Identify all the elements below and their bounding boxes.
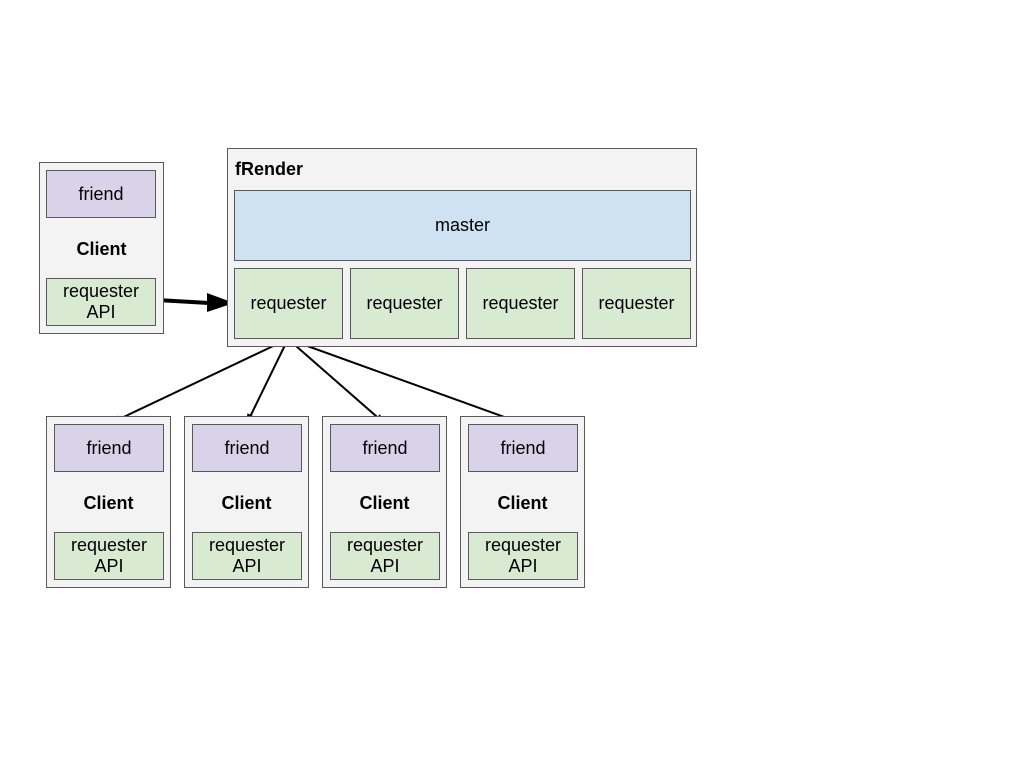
client-label: Client (76, 239, 127, 259)
source-client: friend Client requester API (39, 162, 164, 334)
client-label: Client (83, 493, 134, 513)
requester-box-1: requester (234, 268, 343, 339)
client-label: Client (497, 493, 548, 513)
target-client-4: friend Client requester API (460, 416, 585, 588)
requester-box-3: requester (466, 268, 575, 339)
api-to-requester-arrowhead (207, 293, 234, 312)
requester-to-client-1-arrow (110, 338, 289, 424)
requester-api-box: requester API (192, 532, 302, 580)
friend-box: friend (330, 424, 440, 472)
frender-container: fRender master requester requester reque… (227, 148, 697, 347)
target-client-2: friend Client requester API (184, 416, 309, 588)
target-client-3: friend Client requester API (322, 416, 447, 588)
requester-api-box: requester API (468, 532, 578, 580)
requester-api-box: requester API (54, 532, 164, 580)
requester-to-client-2-arrow (246, 338, 289, 424)
api-to-requester-arrow (156, 298, 210, 305)
target-client-1: friend Client requester API (46, 416, 171, 588)
master-box: master (234, 190, 691, 261)
requester-to-client-3-arrow (287, 338, 385, 424)
requester-box-2: requester (350, 268, 459, 339)
friend-box: friend (46, 170, 156, 218)
requester-box-4: requester (582, 268, 691, 339)
friend-box: friend (192, 424, 302, 472)
requester-api-box: requester API (46, 278, 156, 326)
requester-to-client-4-arrow (287, 338, 522, 424)
requester-api-box: requester API (330, 532, 440, 580)
friend-box: friend (468, 424, 578, 472)
client-label: Client (359, 493, 410, 513)
frender-title: fRender (235, 159, 304, 179)
client-label: Client (221, 493, 272, 513)
friend-box: friend (54, 424, 164, 472)
